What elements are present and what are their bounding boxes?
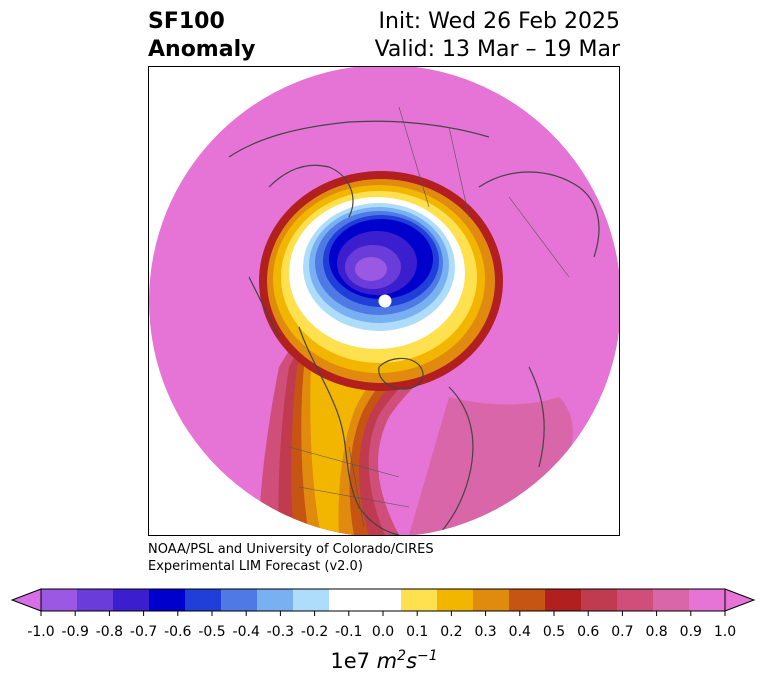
colorbar: -1.0 -0.9 -0.8 -0.7 -0.6 -0.5 -0.4 -0.3 -0.2 -0.1… xyxy=(10,588,756,640)
north-pole-marker xyxy=(378,294,392,308)
colorbar-segment xyxy=(365,589,402,611)
credit-line-1: NOAA/PSL and University of Colorado/CIRE… xyxy=(148,542,434,557)
colorbar-segment xyxy=(77,589,114,611)
field-type: Anomaly xyxy=(148,37,256,62)
colorbar-tick-label: 0.0 xyxy=(372,624,394,640)
colorbar-tick-label: -0.8 xyxy=(96,624,123,640)
valid-range: Valid: 13 Mar – 19 Mar xyxy=(374,37,620,62)
colorbar-segment xyxy=(689,589,726,611)
unit-s: s xyxy=(406,649,418,673)
map-title-left: SF100 Anomaly xyxy=(148,8,255,64)
colorbar-tick-label: 1.0 xyxy=(714,624,736,640)
colorbar-tick-label: 0.1 xyxy=(406,624,428,640)
polar-map xyxy=(149,67,619,535)
colorbar-segment xyxy=(257,589,294,611)
credit-line-2: Experimental LIM Forecast (v2.0) xyxy=(148,559,363,574)
colorbar-segment xyxy=(293,589,330,611)
colorbar-arrow-high xyxy=(724,588,756,612)
colorbar-arrow-low xyxy=(10,588,42,612)
map-panel xyxy=(148,66,620,536)
colorbar-segment xyxy=(545,589,582,611)
colorbar-unit-label: 1e7 m2s−1 xyxy=(0,648,768,673)
colorbar-tick-label: -0.7 xyxy=(130,624,157,640)
colorbar-segment xyxy=(473,589,510,611)
colorbar-segment xyxy=(185,589,222,611)
variable-name: SF100 xyxy=(148,9,225,34)
colorbar-tick-label: 0.9 xyxy=(680,624,702,640)
colorbar-ticks: -1.0 -0.9 -0.8 -0.7 -0.6 -0.5 -0.4 -0.3 -0.2 -0.1… xyxy=(27,611,736,640)
colorbar-segment xyxy=(509,589,546,611)
low-core xyxy=(355,257,387,281)
colorbar-tick-label: -0.9 xyxy=(62,624,89,640)
map-title-right: Init: Wed 26 Feb 2025 Valid: 13 Mar – 19… xyxy=(375,8,620,64)
coastlines xyxy=(228,120,600,535)
unit-s-exp: −1 xyxy=(417,648,438,664)
borders xyxy=(288,106,570,528)
colorbar-extend-low xyxy=(12,589,41,611)
unit-prefix: 1e7 xyxy=(330,649,377,673)
colorbar-tick-label: -0.2 xyxy=(301,624,328,640)
colorbar-extend-high xyxy=(725,589,754,611)
colorbar-segment xyxy=(437,589,474,611)
colorbar-segment xyxy=(149,589,186,611)
init-date: Init: Wed 26 Feb 2025 xyxy=(378,9,620,34)
colorbar-segments xyxy=(41,589,726,611)
colorbar-segment xyxy=(113,589,150,611)
colorbar-tick-label: 0.5 xyxy=(543,624,565,640)
colorbar-tick-label: -0.1 xyxy=(335,624,362,640)
colorbar-segment xyxy=(653,589,690,611)
colorbar-tick-label: -0.4 xyxy=(233,624,260,640)
unit-m-exp: 2 xyxy=(397,648,407,664)
colorbar-tick-label: 0.8 xyxy=(645,624,667,640)
colorbar-segment xyxy=(581,589,618,611)
colorbar-tick-label: 0.4 xyxy=(509,624,531,640)
colorbar-segment xyxy=(401,589,438,611)
colorbar-tick-label: 0.7 xyxy=(611,624,633,640)
colorbar-tick-label: 0.3 xyxy=(474,624,496,640)
colorbar-tick-label: -1.0 xyxy=(27,624,54,640)
colorbar-tick-label: 0.6 xyxy=(577,624,599,640)
colorbar-tick-label: -0.5 xyxy=(198,624,225,640)
colorbar-segment xyxy=(329,589,366,611)
colorbar-tick-label: -0.6 xyxy=(164,624,191,640)
colorbar-tick-label: 0.2 xyxy=(440,624,462,640)
colorbar-segment xyxy=(41,589,78,611)
credit-text: NOAA/PSL and University of Colorado/CIRE… xyxy=(148,541,434,575)
colorbar-segment xyxy=(617,589,654,611)
unit-m: m xyxy=(376,649,398,673)
colorbar-tick-label: -0.3 xyxy=(267,624,294,640)
colorbar-segment xyxy=(221,589,258,611)
